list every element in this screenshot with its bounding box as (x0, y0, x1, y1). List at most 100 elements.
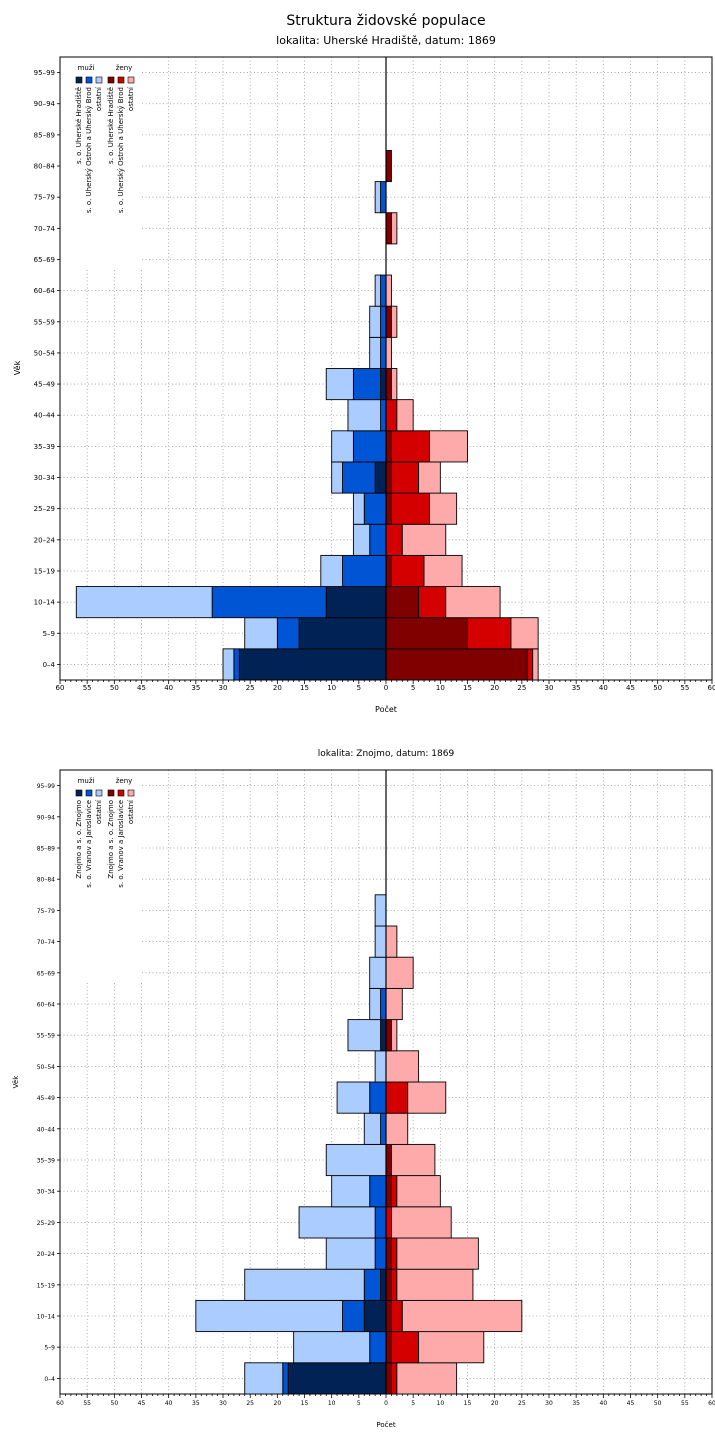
x-tick-label: 45 (626, 684, 635, 692)
bar-male-40–44-s1 (380, 1112, 387, 1145)
x-tick-label: 10 (437, 1400, 445, 1407)
bar-male-0–4-s1 (282, 1362, 289, 1395)
bar-male-25–29-s2 (352, 492, 365, 525)
age-label: 90–94 (37, 814, 55, 821)
figure-title: Struktura židovské populace (286, 13, 485, 29)
x-tick-label: 45 (138, 1400, 146, 1407)
bar-female-70–74-s2 (385, 925, 398, 958)
x-tick-label: 10 (436, 684, 445, 692)
bar-female-40–44-s1 (385, 399, 398, 432)
bar-male-75–79-s1 (380, 181, 387, 214)
legend-label-male-0: s. o. Uherské Hradiště (75, 87, 83, 164)
bar-female-5–9-s1 (467, 617, 512, 650)
bar-male-15–19-s1 (342, 554, 387, 588)
x-tick-label: 0 (384, 1400, 388, 1407)
bar-female-25–29-s1 (385, 1206, 392, 1239)
bar-male-60–64-s1 (380, 274, 387, 307)
pyramid-panel-znojmo: lokalita: Znojmo, datum: 1869 Počet Věk … (12, 749, 715, 1429)
legend-swatch-female-2 (127, 789, 135, 797)
bar-male-10–14-s1 (342, 1299, 365, 1333)
age-label: 25–29 (34, 505, 55, 513)
bar-female-60–64-s2 (385, 274, 392, 307)
x-tick-label: 60 (56, 1400, 64, 1407)
age-label: 65–69 (37, 970, 55, 977)
bar-male-25–29-s1 (374, 1206, 387, 1239)
bar-female-35–39-s0 (385, 430, 392, 463)
x-tick-label: 30 (545, 1400, 553, 1407)
bars (75, 149, 539, 681)
bar-female-30–34-s1 (390, 1175, 398, 1208)
x-ticks: 60 55 50 45 40 35 30 25 20 15 10 5 0 5 10 15 20 25 30 35 40 4… (56, 680, 715, 692)
x-tick-label: 5 (357, 684, 361, 692)
legend-swatch-male-1 (85, 789, 93, 797)
age-label: 75–79 (37, 908, 55, 915)
bar-female-25–29-s1 (390, 492, 430, 525)
bar-male-45–49-s1 (352, 368, 382, 401)
x-tick-label: 0 (384, 684, 388, 692)
bar-female-55–59-s2 (390, 305, 398, 338)
legend-label-female-1: s. o. Vranov a Jaroslavice (117, 800, 125, 888)
x-tick-label: 5 (357, 1400, 361, 1407)
legend-label-male-0: Znojmo a s. o. Znojmo (75, 800, 83, 879)
bar-male-5–9-s0 (298, 617, 387, 650)
x-tick-label: 55 (83, 684, 92, 692)
bar-female-25–29-s0 (385, 492, 392, 525)
bar-female-20–24-s2 (396, 1237, 479, 1270)
bar-male-15–19-s0 (380, 1268, 387, 1301)
bar-female-30–34-s2 (418, 461, 441, 494)
bar-male-10–14-s0 (325, 586, 387, 619)
bar-female-35–39-s2 (429, 430, 468, 463)
bar-male-5–9-s1 (276, 617, 300, 650)
bar-male-45–49-s2 (336, 1081, 371, 1114)
bar-male-70–74-s2 (374, 925, 387, 958)
x-tick-label: 30 (545, 684, 554, 692)
legend-label-female-0: s. o. Uherské Hradiště (107, 87, 115, 164)
age-label: 10–14 (37, 1314, 55, 1321)
x-tick-label: 25 (517, 684, 526, 692)
age-label: 45–49 (37, 1095, 55, 1102)
bar-male-55–59-s2 (347, 1019, 382, 1052)
bar-female-15–19-s0 (385, 1268, 392, 1301)
bar-male-20–24-s1 (374, 1237, 387, 1270)
bar-male-30–34-s0 (374, 461, 387, 494)
x-tick-label: 20 (490, 684, 499, 692)
x-tick-label: 50 (110, 684, 119, 692)
age-label: 30–34 (34, 474, 56, 482)
bar-female-0–4-s1 (390, 1362, 398, 1395)
x-tick-label: 15 (464, 1400, 472, 1407)
bar-male-75–79-s2 (374, 894, 387, 927)
bar-male-10–14-s0 (363, 1299, 387, 1333)
bar-female-55–59-s2 (390, 1019, 398, 1052)
age-label: 15–19 (34, 567, 55, 575)
bar-female-5–9-s2 (418, 1331, 485, 1364)
bar-female-45–49-s2 (407, 1081, 447, 1114)
legend-swatch-male-2 (95, 789, 103, 797)
legend-swatch-female-1 (117, 76, 125, 84)
bar-male-30–34-s1 (342, 461, 376, 494)
bar-female-80–84-s0 (385, 149, 392, 183)
bar-male-40–44-s2 (347, 399, 382, 432)
x-tick-label: 35 (192, 1400, 200, 1407)
bar-female-70–74-s2 (390, 212, 398, 245)
bar-female-70–74-s0 (385, 212, 392, 245)
age-label: 20–24 (34, 536, 56, 544)
bar-female-30–34-s1 (390, 461, 420, 494)
bar-female-45–49-s0 (385, 368, 392, 401)
x-tick-label: 5 (411, 684, 415, 692)
bar-female-0–4-s0 (385, 1362, 392, 1395)
x-tick-label: 35 (191, 684, 200, 692)
age-labels: 0–4 5–9 10–14 15–19 20–24 25–29 30–34 35–39 40–4… (34, 69, 60, 669)
x-tick-label: 40 (165, 1400, 173, 1407)
age-label: 90–94 (34, 100, 56, 108)
bar-female-30–34-s0 (385, 461, 392, 494)
bar-male-0–4-s1 (233, 648, 240, 681)
bar-female-35–39-s1 (390, 430, 430, 463)
bar-male-55–59-s2 (369, 305, 382, 338)
bar-female-10–14-s2 (401, 1299, 523, 1333)
bar-male-45–49-s1 (369, 1081, 387, 1114)
age-label: 40–44 (34, 412, 56, 420)
bar-female-40–44-s2 (385, 1112, 409, 1145)
bar-female-15–19-s2 (423, 554, 463, 588)
legend-swatch-male-2 (95, 76, 103, 84)
pyramid-panel-uherske-hradiste: lokalita: Uherské Hradiště, datum: 1869 … (13, 34, 715, 714)
